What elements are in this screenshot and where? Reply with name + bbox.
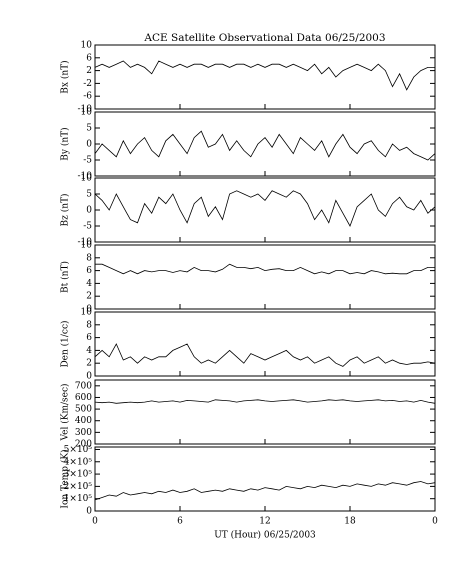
y-tick-label: 400 [75, 416, 92, 426]
y-tick-label: 300 [75, 428, 92, 438]
y-tick-label: 2 [86, 292, 92, 302]
y-tick-label: 4 [86, 279, 92, 289]
y-tick-label: -5 [83, 222, 92, 232]
data-line [94, 343, 436, 367]
data-line [94, 60, 435, 91]
y-tick-label: 10 [81, 108, 93, 118]
y-axis-label: Ion Temp (K) [60, 449, 71, 508]
y-axis-label: Bz (nT) [60, 193, 71, 226]
panel-frame [94, 379, 436, 445]
data-line [94, 190, 436, 227]
data-line [94, 399, 436, 404]
x-tick-label: 6 [177, 517, 183, 527]
data-line [95, 263, 435, 275]
x-tick-label: 0 [92, 517, 98, 527]
y-tick-label: 8 [86, 320, 92, 330]
x-tick-label: 18 [344, 517, 356, 527]
y-tick-label: -10 [78, 238, 93, 248]
y-tick-label: 1×10⁵ [64, 494, 93, 504]
y-tick-label: 0 [86, 206, 92, 216]
x-tick-label: 0 [432, 517, 438, 527]
y-axis-label: Bx (nT) [60, 60, 71, 93]
y-tick-label: -10 [78, 172, 93, 182]
y-tick-label: -10 [78, 105, 93, 115]
y-tick-label: 6 [86, 266, 92, 276]
y-axis-label: Den (1/cc) [60, 320, 71, 367]
panel-frame [94, 177, 436, 243]
y-tick-label: 700 [75, 381, 92, 391]
y-tick-label: 5 [86, 124, 92, 134]
y-tick-label: 0 [86, 305, 92, 315]
y-tick-label: 0 [86, 140, 92, 150]
y-tick-label: 10 [81, 174, 93, 184]
y-tick-label: 2 [86, 359, 92, 369]
y-tick-label: 8 [86, 253, 92, 263]
y-tick-label: 0 [86, 372, 92, 382]
y-tick-label: -2 [83, 79, 92, 89]
data-line [94, 130, 436, 161]
data-line [94, 481, 436, 501]
y-tick-label: 0 [86, 507, 92, 517]
y-tick-label: 3×10⁵ [64, 470, 93, 480]
y-tick-label: 4×10⁵ [64, 457, 93, 467]
y-axis-label: Bt (nT) [60, 261, 71, 293]
y-axis-label: By (nT) [60, 127, 71, 160]
y-tick-label: 6 [86, 333, 92, 343]
y-tick-label: 4 [86, 346, 92, 356]
y-tick-label: -5 [83, 156, 92, 166]
panel-frame [94, 311, 436, 377]
panel-frame [94, 244, 436, 310]
y-tick-label: 6 [86, 53, 92, 63]
y-tick-label: 500 [75, 405, 92, 415]
y-tick-label: 200 [75, 440, 92, 450]
x-tick-label: 12 [259, 517, 270, 527]
panel-frame [94, 111, 436, 177]
y-tick-label: 2×10⁵ [64, 482, 93, 492]
y-tick-label: 10 [81, 308, 93, 318]
y-axis-label: Vel (Km/sec) [60, 383, 71, 441]
panel-frame [94, 44, 436, 110]
y-tick-label: 5 [86, 190, 92, 200]
y-tick-label: 10 [81, 241, 93, 251]
y-tick-label: 600 [75, 393, 92, 403]
y-tick-label: 10 [81, 41, 93, 51]
panel-frame [94, 446, 436, 512]
y-tick-label: 5×10⁵ [64, 445, 93, 455]
y-tick-label: -6 [83, 92, 92, 102]
chart-title: ACE Satellite Observational Data 06/25/2… [143, 32, 385, 44]
x-axis-label: UT (Hour) 06/25/2003 [214, 530, 316, 541]
y-tick-label: 2 [86, 66, 92, 76]
